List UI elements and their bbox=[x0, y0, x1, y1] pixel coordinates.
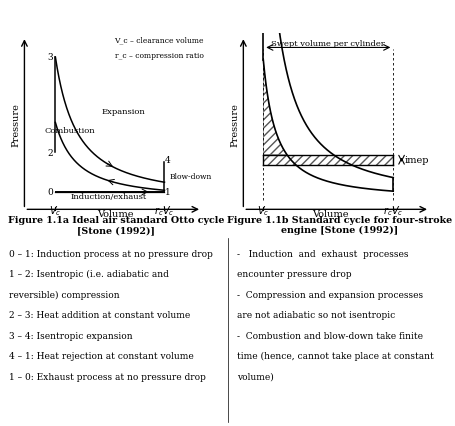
Text: 2: 2 bbox=[48, 148, 53, 157]
Text: Pressure: Pressure bbox=[230, 102, 239, 146]
Text: reversible) compression: reversible) compression bbox=[9, 290, 120, 299]
Text: Figure 1.1b Standard cycle for four-stroke
engine [Stone (1992)]: Figure 1.1b Standard cycle for four-stro… bbox=[227, 215, 451, 235]
Text: Swept volume per cylinder: Swept volume per cylinder bbox=[271, 40, 384, 49]
Text: Expansion: Expansion bbox=[101, 107, 145, 115]
Text: r_c – compression ratio: r_c – compression ratio bbox=[114, 52, 203, 60]
Text: $V_c$: $V_c$ bbox=[49, 204, 61, 218]
Text: 3 – 4: Isentropic expansion: 3 – 4: Isentropic expansion bbox=[9, 331, 132, 340]
Text: time (hence, cannot take place at constant: time (hence, cannot take place at consta… bbox=[237, 351, 433, 360]
Text: are not adiabatic so not isentropic: are not adiabatic so not isentropic bbox=[237, 311, 394, 320]
Text: $r_c V_c$: $r_c V_c$ bbox=[154, 204, 174, 218]
Text: 1 – 2: Isentropic (i.e. adiabatic and: 1 – 2: Isentropic (i.e. adiabatic and bbox=[9, 270, 169, 279]
Text: 0: 0 bbox=[47, 187, 53, 196]
Text: $r_c V_c$: $r_c V_c$ bbox=[382, 204, 403, 218]
Text: 0 – 1: Induction process at no pressure drop: 0 – 1: Induction process at no pressure … bbox=[9, 249, 212, 258]
Text: 4 – 1: Heat rejection at constant volume: 4 – 1: Heat rejection at constant volume bbox=[9, 351, 193, 360]
Text: 1: 1 bbox=[165, 188, 170, 197]
Text: 2 – 3: Heat addition at constant volume: 2 – 3: Heat addition at constant volume bbox=[9, 311, 190, 320]
Text: volume): volume) bbox=[237, 372, 273, 381]
Text: Induction/exhaust: Induction/exhaust bbox=[71, 193, 147, 201]
Text: encounter pressure drop: encounter pressure drop bbox=[237, 270, 351, 279]
Text: Blow-down: Blow-down bbox=[169, 173, 211, 181]
Text: Volume: Volume bbox=[311, 209, 348, 218]
Text: -   Induction  and  exhaust  processes: - Induction and exhaust processes bbox=[237, 249, 408, 258]
Text: $V_c$: $V_c$ bbox=[257, 204, 269, 218]
Text: 3: 3 bbox=[48, 53, 53, 62]
Text: Volume: Volume bbox=[97, 209, 134, 218]
Text: Figure 1.1a Ideal air standard Otto cycle
[Stone (1992)]: Figure 1.1a Ideal air standard Otto cycl… bbox=[8, 215, 224, 234]
Text: Combustion: Combustion bbox=[45, 126, 95, 134]
Text: Pressure: Pressure bbox=[12, 102, 21, 146]
Text: 1 – 0: Exhaust process at no pressure drop: 1 – 0: Exhaust process at no pressure dr… bbox=[9, 372, 206, 381]
Text: -  Combustion and blow-down take finite: - Combustion and blow-down take finite bbox=[237, 331, 422, 340]
Text: 4: 4 bbox=[165, 155, 170, 164]
Text: -  Compression and expansion processes: - Compression and expansion processes bbox=[237, 290, 422, 299]
Text: V_c – clearance volume: V_c – clearance volume bbox=[114, 36, 203, 44]
Text: imep: imep bbox=[404, 156, 429, 165]
